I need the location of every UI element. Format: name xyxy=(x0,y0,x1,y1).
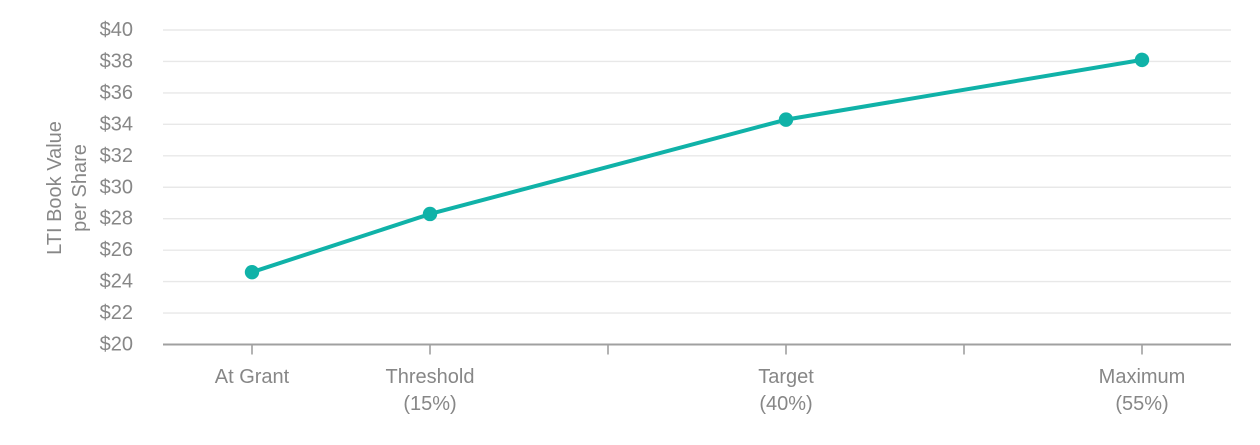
x-tick-label-line2: (55%) xyxy=(1115,393,1168,415)
x-tick-label: At Grant xyxy=(215,366,290,388)
y-tick-label: $38 xyxy=(100,50,133,72)
data-point-marker xyxy=(778,112,794,127)
y-tick-label: $36 xyxy=(100,82,133,104)
y-axis-title-line1: LTI Book Value xyxy=(44,121,66,255)
label-layer: $20 $22 $24 $26 $28 $30 $32 $34 $36 $38 $40 At Gran… xyxy=(100,19,1186,415)
data-point-marker xyxy=(422,206,438,222)
y-tick-label: $32 xyxy=(100,145,133,167)
y-tick-label: $20 xyxy=(100,334,133,356)
x-tick-label: Maximum xyxy=(1099,366,1186,388)
data-line xyxy=(251,57,1143,275)
data-point-marker xyxy=(1134,52,1150,68)
y-tick-label: $22 xyxy=(100,302,133,324)
y-tick-label: $26 xyxy=(100,239,133,261)
x-tick-label-line2: (15%) xyxy=(403,393,456,415)
x-tick-label: Target xyxy=(758,366,814,388)
data-point-marker xyxy=(244,264,260,280)
y-tick-label: $24 xyxy=(100,271,133,293)
y-tick-label: $28 xyxy=(100,208,133,230)
y-tick-label: $34 xyxy=(100,113,133,135)
x-tick-label: Threshold xyxy=(386,366,475,388)
series-layer xyxy=(244,52,1150,280)
y-axis-title-line2: per Share xyxy=(69,144,91,232)
grid-layer xyxy=(163,29,1231,355)
y-tick-label: $30 xyxy=(100,176,133,198)
y-tick-label: $40 xyxy=(100,19,133,41)
x-tick-label-line2: (40%) xyxy=(759,393,812,415)
